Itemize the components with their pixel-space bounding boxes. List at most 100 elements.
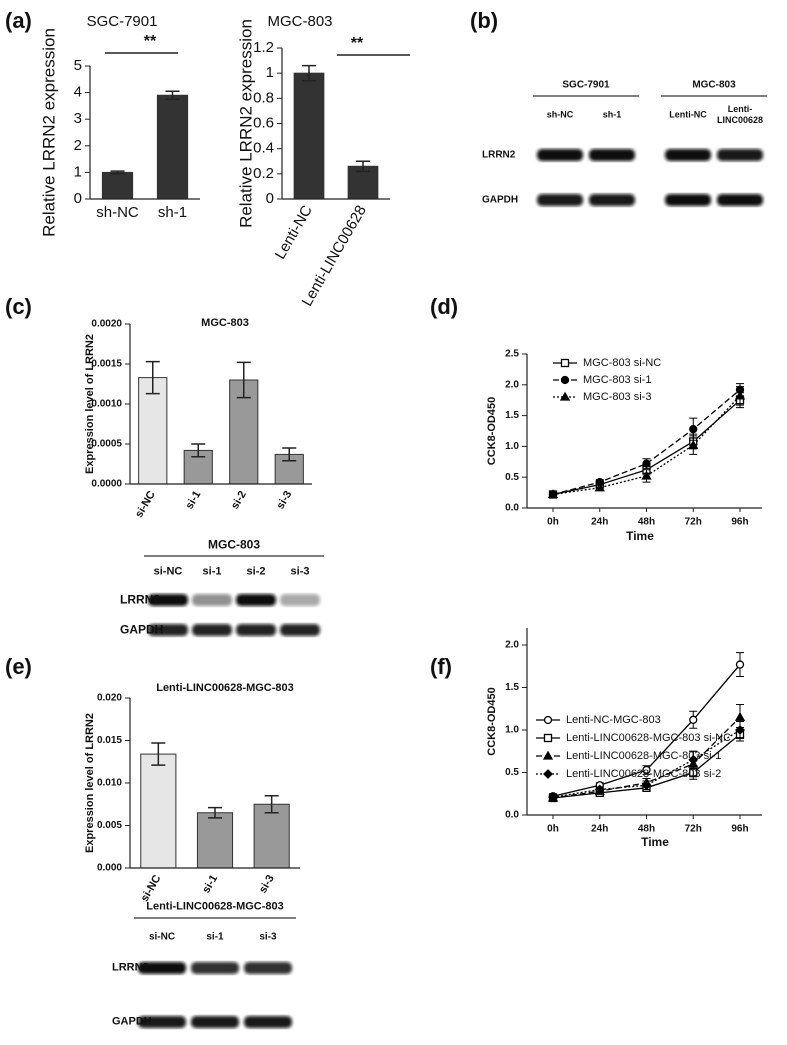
y-tick-label: 2.5 — [505, 349, 519, 360]
marker — [548, 792, 558, 803]
blot-band — [191, 1016, 239, 1028]
y-tick-label: 4 — [74, 84, 82, 101]
y-tick-label: 0.0010 — [91, 399, 122, 410]
legend-marker — [543, 715, 553, 725]
blot-row-label: GAPDH — [112, 1015, 152, 1028]
error-bar — [191, 443, 206, 458]
y-tick-label: 0.6 — [253, 114, 274, 131]
blot-band — [244, 1016, 292, 1028]
y-tick-label: 1 — [266, 64, 274, 81]
blot-lane-label: sh-1 — [602, 109, 622, 120]
marker — [594, 482, 605, 492]
x-tick-label: Lenti-NC — [272, 202, 316, 262]
marker — [688, 754, 699, 765]
legend-label: MGC-803 si-1 — [583, 374, 651, 386]
error-bar — [165, 90, 180, 100]
marker — [641, 780, 652, 791]
panel-label: (d) — [430, 294, 458, 319]
blot-lane-label: si-3 — [290, 565, 310, 578]
chart-title: SGC-7901 — [87, 13, 158, 30]
blot-lane-label: Lenti-NC — [669, 109, 707, 120]
blot-lane-label: si-NC — [148, 931, 176, 943]
blot-band — [589, 194, 635, 206]
legend-marker — [542, 750, 554, 760]
blot-lane-label: sh-NC — [546, 109, 574, 120]
significance: ** — [144, 33, 157, 50]
marker — [642, 765, 651, 775]
x-tick-label: 96h — [731, 517, 748, 528]
y-tick-label: 0.020 — [97, 693, 122, 704]
marker — [735, 725, 745, 735]
legend-label: Lenti-LINC00628-MGC-803 si-2 — [566, 768, 721, 780]
blot-group-label: MGC-803 — [207, 537, 261, 552]
blot-lane-label: Lenti-LINC00628 — [716, 104, 764, 125]
x-tick-label: 24h — [591, 517, 608, 528]
y-tick-label: 0.015 — [97, 735, 122, 746]
y-axis-label: Expression level of LRRN2 — [84, 334, 96, 474]
y-tick-label: 0.2 — [253, 165, 274, 182]
blot-band — [192, 624, 232, 636]
blot-band — [665, 194, 711, 206]
y-axis-label: Relative LRRN2 expression — [39, 28, 58, 237]
panel-label: (c) — [5, 294, 32, 319]
legend-label: MGC-803 si-NC — [583, 357, 661, 369]
legend-marker — [560, 358, 570, 368]
y-axis-label: Expression level of LRRN2 — [84, 713, 96, 853]
legend-marker — [543, 733, 553, 743]
error-bar — [110, 170, 125, 175]
error-bar — [151, 742, 166, 766]
panel-label: (e) — [5, 654, 32, 679]
legend-label: MGC-803 si-3 — [583, 391, 651, 403]
marker — [734, 390, 746, 400]
y-axis-label: Relative LRRN2 expression — [236, 19, 255, 228]
error-bar — [145, 360, 160, 395]
x-tick-label: si-2 — [229, 489, 249, 511]
y-tick-label: 0.0000 — [91, 479, 122, 490]
blot-lane-label: si-NC — [153, 565, 183, 578]
blot-row-label: GAPDH — [482, 194, 519, 206]
y-tick-label: 0.0005 — [91, 439, 122, 450]
marker — [688, 439, 699, 449]
y-tick-label: 0.0020 — [91, 319, 122, 330]
panel-label: (b) — [470, 8, 498, 33]
bar — [138, 377, 168, 485]
bar — [196, 812, 234, 869]
legend-marker — [560, 375, 570, 385]
y-tick-label: 0 — [266, 190, 274, 207]
blot-band — [192, 594, 232, 606]
x-tick-label: sh-1 — [158, 204, 187, 221]
x-tick-label: 0h — [547, 824, 559, 835]
x-tick-label: 48h — [638, 824, 655, 835]
blot-band — [537, 149, 583, 161]
legend-label: Lenti-NC-MGC-803 — [566, 714, 661, 726]
x-tick-label: si-1 — [200, 873, 220, 895]
marker — [689, 425, 698, 434]
y-tick-label: 1 — [74, 163, 82, 180]
x-tick-label: 24h — [591, 824, 608, 835]
y-tick-label: 0.0 — [505, 810, 519, 821]
marker — [641, 470, 652, 480]
y-tick-label: 0.4 — [253, 140, 274, 157]
y-tick-label: 0.5 — [505, 472, 519, 483]
y-tick-label: 0.000 — [97, 863, 122, 874]
chart-title: MGC-803 — [267, 13, 332, 30]
blot-band — [138, 1016, 186, 1028]
legend-label: Lenti-LINC00628-MGC-803 si-NC — [566, 732, 731, 744]
x-tick-label: sh-NC — [96, 204, 139, 221]
blot-band — [138, 962, 186, 974]
y-tick-label: 0.0 — [505, 503, 519, 514]
x-tick-label: si-1 — [183, 489, 203, 511]
y-tick-label: 0.005 — [97, 820, 122, 831]
marker — [594, 784, 605, 795]
blot-band — [236, 594, 276, 606]
x-axis-label: Time — [626, 529, 654, 543]
error-bar — [282, 447, 297, 462]
chart-title: MGC-803 — [201, 317, 249, 329]
blot-band — [148, 624, 188, 636]
x-tick-label: si-NC — [133, 489, 158, 520]
blot-lane-label: si-2 — [246, 565, 266, 578]
panel-label: (f) — [430, 654, 452, 679]
bar — [293, 72, 325, 200]
y-tick-label: 1.5 — [505, 410, 519, 421]
blot-band — [537, 194, 583, 206]
